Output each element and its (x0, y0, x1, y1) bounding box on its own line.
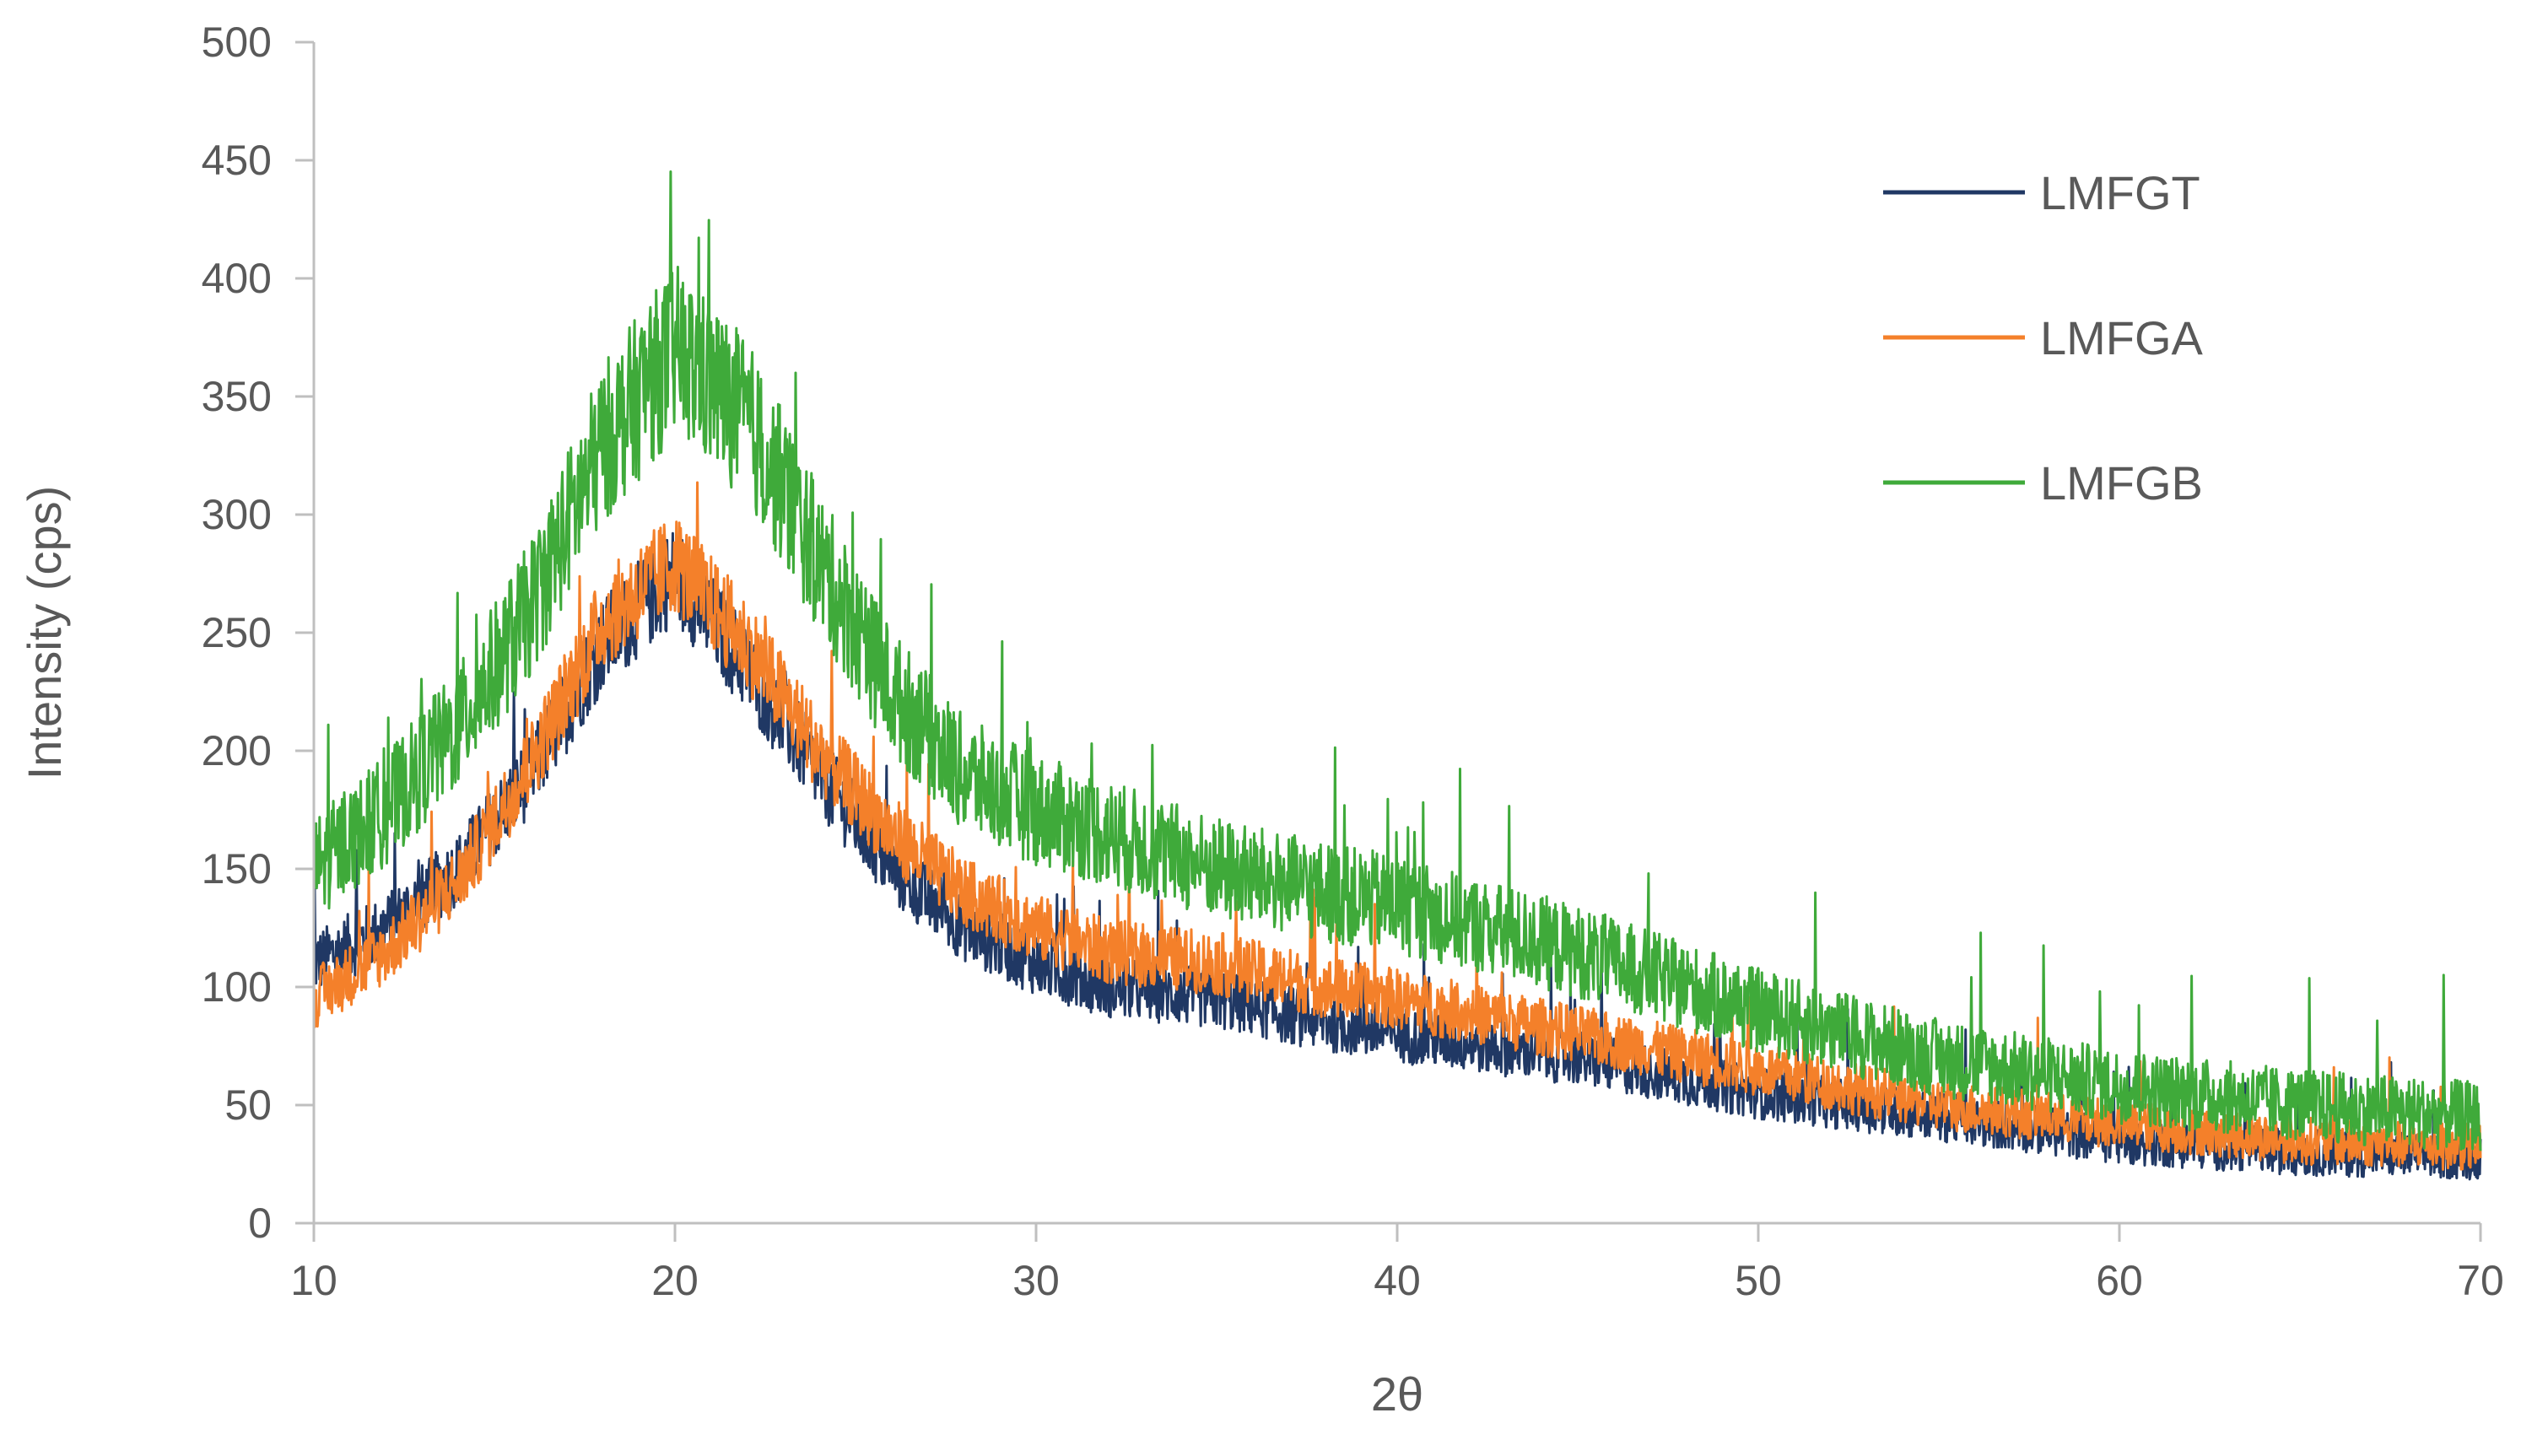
series-line-lmfga (312, 481, 2482, 1171)
y-tick-label: 50 (224, 1081, 272, 1129)
y-tick-label: 200 (202, 727, 272, 774)
ticks-layer: 0 50 100 150 200 250 300 350 400 450 500 10 20 30 40 50… (202, 19, 2504, 1304)
legend: LMFGT LMFGA LMFGB (1883, 166, 2204, 510)
x-tick-label: 50 (1735, 1257, 1782, 1304)
y-axis-title: Intensity (cps) (18, 486, 71, 780)
x-tick-label: 20 (651, 1257, 699, 1304)
x-tick-label: 40 (1374, 1257, 1421, 1304)
y-tick-label: 400 (202, 255, 272, 302)
y-tick-label: 100 (202, 963, 272, 1011)
series-line-lmfgb (312, 170, 2482, 1151)
x-tick-label: 60 (2096, 1257, 2143, 1304)
x-tick-label: 10 (290, 1257, 337, 1304)
x-tick-label: 30 (1012, 1257, 1060, 1304)
y-tick-label: 350 (202, 373, 272, 420)
y-tick-label: 450 (202, 137, 272, 184)
legend-label: LMFGT (2040, 166, 2200, 219)
y-tick-label: 500 (202, 19, 272, 66)
x-axis-title: 2θ (1371, 1367, 1423, 1421)
y-tick-label: 300 (202, 491, 272, 538)
x-tick-label: 70 (2457, 1257, 2504, 1304)
legend-label: LMFGB (2040, 456, 2203, 510)
legend-label: LMFGA (2040, 311, 2204, 364)
y-tick-label: 0 (248, 1200, 272, 1247)
series-layer (312, 170, 2482, 1181)
y-tick-label: 150 (202, 845, 272, 892)
y-tick-label: 250 (202, 609, 272, 656)
